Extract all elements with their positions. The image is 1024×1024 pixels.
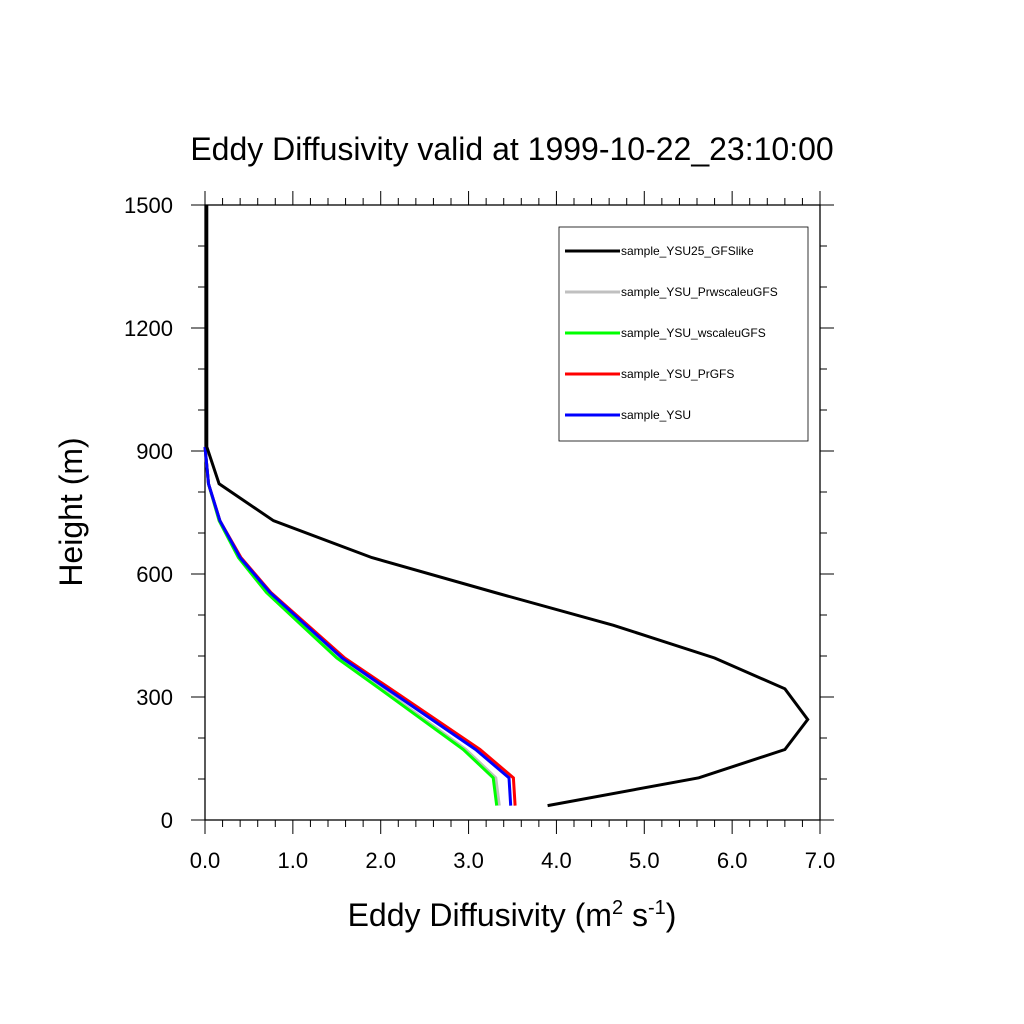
x-axis-label-base: Eddy Diffusivity (m <box>348 897 612 933</box>
y-axis-label: Height (m) <box>53 437 89 586</box>
x-tick-label: 5.0 <box>629 848 660 873</box>
x-tick-label: 7.0 <box>805 848 836 873</box>
y-tick-label: 900 <box>136 439 173 464</box>
x-tick-label: 4.0 <box>541 848 572 873</box>
x-axis-label-sup-2: -1 <box>648 897 666 919</box>
series-line-sample_YSU <box>203 446 513 806</box>
chart-title: Eddy Diffusivity valid at 1999-10-22_23:… <box>190 131 833 167</box>
legend-label: sample_YSU_wscaleuGFS <box>621 326 766 340</box>
y-tick-label: 0 <box>161 808 173 833</box>
x-tick-label: 2.0 <box>365 848 396 873</box>
y-axis-ticks: 0 300 600 900 1200 1500 <box>124 193 834 833</box>
x-axis-label-sup-1: 2 <box>612 897 623 919</box>
legend-label: sample_YSU <box>621 408 691 422</box>
legend: sample_YSU25_GFSlike sample_YSU_Prwscaleu… <box>558 226 809 442</box>
series-line-sample_YSU_wscaleuGFS <box>203 446 499 806</box>
legend-label: sample_YSU_PrwscaleuGFS <box>621 285 778 299</box>
legend-label: sample_YSU25_GFSlike <box>621 244 754 258</box>
x-axis-ticks: 0.0 1.0 2.0 3.0 4.0 5.0 6.0 7.0 <box>190 191 836 873</box>
x-axis-label: Eddy Diffusivity (m2 s-1) <box>348 897 677 933</box>
x-tick-label: 1.0 <box>278 848 309 873</box>
plot-frame <box>204 204 821 821</box>
y-tick-label: 1200 <box>124 316 173 341</box>
series-line-sample_YSU25_GFSlike <box>205 205 810 808</box>
y-tick-label: 1500 <box>124 193 173 218</box>
legend-label: sample_YSU_PrGFS <box>621 367 734 381</box>
y-tick-label: 600 <box>136 562 173 587</box>
x-axis-label-end: ) <box>666 897 677 933</box>
x-tick-label: 6.0 <box>717 848 748 873</box>
x-tick-label: 0.0 <box>190 848 221 873</box>
series-line-sample_YSU_PrwscaleuGFS <box>203 446 501 806</box>
plot-border <box>204 204 821 821</box>
y-tick-label: 300 <box>136 685 173 710</box>
x-tick-label: 3.0 <box>453 848 484 873</box>
x-axis-label-mid: s <box>623 897 648 933</box>
series-layer <box>203 205 810 808</box>
